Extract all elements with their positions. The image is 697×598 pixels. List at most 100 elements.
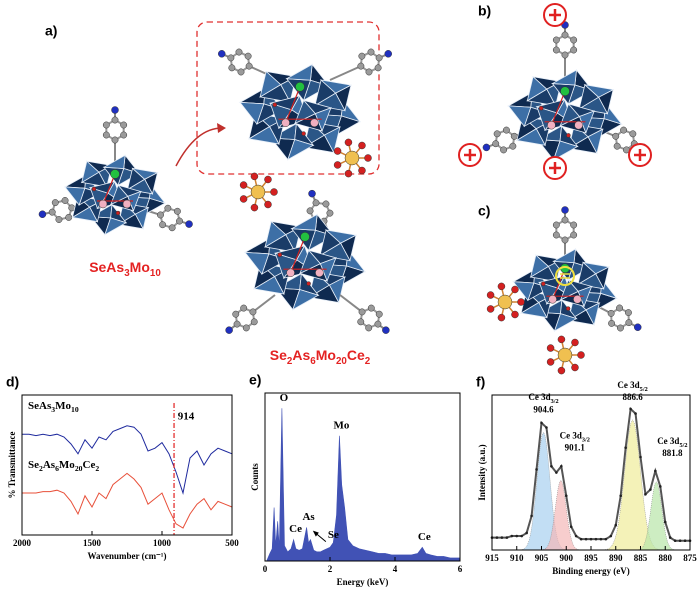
atom [122,199,132,209]
x-tick-label: 885 [634,553,648,563]
data-point [535,468,538,471]
ring-symbol [555,266,575,286]
peak-label: Ce 3d5/2 [657,436,687,449]
panel-label: d) [6,374,19,390]
atom [375,54,383,62]
atom [552,36,560,44]
data-point [555,471,558,474]
atom [98,199,108,209]
data-point [659,485,662,488]
polyhedron [552,248,576,264]
atom [249,308,257,316]
atom [620,126,628,134]
x-tick-label: 2000 [13,538,32,548]
plot-frame [264,392,461,562]
atom [612,132,620,140]
atom [295,82,305,92]
polyhedron [285,63,313,81]
data-point [560,465,563,468]
atom [286,268,295,278]
arrow-head [217,123,226,133]
atom [633,323,642,331]
polyhedron [324,229,358,244]
atom [561,51,569,59]
atom [245,62,253,70]
fit-component [634,481,679,551]
atom [218,50,226,58]
atom [164,204,172,212]
atom [310,118,319,128]
x-tick-label: 1000 [153,538,172,548]
atom [500,146,508,154]
data-point [525,531,528,535]
data-point [619,494,622,498]
atom [227,54,235,62]
atom [364,154,372,162]
fit-component [538,479,583,551]
atom [358,141,366,150]
polyhedron [239,101,265,125]
atom [315,268,324,278]
data-point [629,407,632,411]
x-tick-label: 2 [328,564,333,574]
annotation-arrow-head [312,530,319,537]
atom [91,186,97,192]
atom [616,324,624,332]
polyhedron [104,217,128,236]
atom [270,188,278,196]
atom [375,310,383,318]
atom [306,207,314,215]
atom [547,120,556,130]
atom [61,197,69,204]
x-tick-label: 890 [609,553,623,563]
atom [110,169,120,179]
marker-label: 914 [178,411,195,423]
atom [239,181,248,189]
atom [546,344,555,352]
data-point [505,536,509,539]
atom [552,231,560,239]
atom [367,48,375,56]
data-point [569,525,573,529]
annotation: Mo [333,419,349,431]
data-point [579,537,583,541]
atom [326,209,334,217]
x-tick-label: 6 [458,564,463,574]
data-point [639,455,642,459]
x-axis-label: Wavenumber (cm⁻¹) [87,551,166,561]
atom [384,50,392,58]
atom [565,306,571,311]
atom [365,324,373,332]
atom [541,281,546,287]
atom [115,210,121,216]
atom [365,68,373,76]
spectrum-area [266,408,461,562]
polyhedron [134,206,149,230]
peak-label: Ce 3d3/2 [528,392,558,405]
polyhedron [551,69,577,86]
atom [173,207,181,215]
y-axis-label: Counts [250,463,260,491]
panel-label: e) [249,372,261,388]
atom [120,131,128,139]
atom [546,358,555,366]
polyhedron [292,288,320,311]
data-point [599,537,603,541]
bond [290,236,306,274]
atom [250,184,266,200]
atom [561,206,569,214]
data-point [574,534,578,538]
polyhedron [328,276,346,304]
compound-label: SeAs3Mo10 [89,259,161,279]
x-tick-label: 900 [560,553,574,563]
atom [573,295,582,304]
plot-frame [21,394,233,536]
annotation: Ce [289,523,302,535]
panel-label: c) [478,203,490,219]
atom [357,318,365,326]
atom [102,121,110,129]
atom [511,310,519,319]
atom [244,52,252,60]
arrow [175,127,223,167]
polyhedron [244,251,270,275]
